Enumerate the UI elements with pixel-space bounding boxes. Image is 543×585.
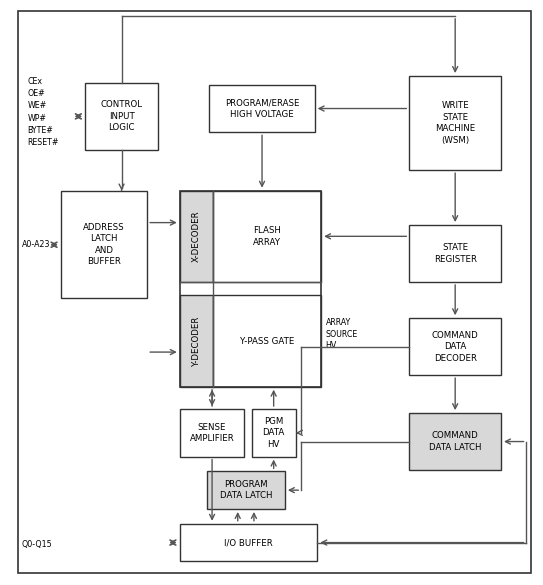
Text: CEx
OE#
WE#
WP#
BYTE#
RESET#: CEx OE# WE# WP# BYTE# RESET# [27, 77, 59, 147]
Bar [180, 191, 213, 282]
Bar [409, 76, 501, 170]
Bar [409, 318, 501, 375]
Bar [180, 524, 318, 562]
Text: Y-PASS GATE: Y-PASS GATE [240, 336, 294, 346]
Bar [207, 472, 285, 509]
Text: WRITE
STATE
MACHINE
(WSM): WRITE STATE MACHINE (WSM) [435, 101, 475, 144]
Text: X-DECODER: X-DECODER [192, 211, 201, 262]
Bar [409, 413, 501, 470]
Text: COMMAND
DATA
DECODER: COMMAND DATA DECODER [432, 331, 478, 363]
Bar [213, 191, 321, 282]
Text: CONTROL
INPUT
LOGIC: CONTROL INPUT LOGIC [100, 101, 143, 132]
Text: PROGRAM
DATA LATCH: PROGRAM DATA LATCH [219, 480, 272, 500]
Bar [180, 295, 213, 387]
Bar [180, 409, 244, 457]
Text: PGM
DATA
HV: PGM DATA HV [262, 417, 285, 449]
Text: STATE
REGISTER: STATE REGISTER [434, 243, 477, 264]
Text: A0-A23: A0-A23 [22, 240, 50, 249]
Text: ARRAY
SOURCE
HV: ARRAY SOURCE HV [325, 318, 358, 350]
Bar [409, 225, 501, 282]
Text: PROGRAM/ERASE
HIGH VOLTAGE: PROGRAM/ERASE HIGH VOLTAGE [225, 98, 299, 119]
Bar [85, 83, 158, 150]
Text: FLASH
ARRAY: FLASH ARRAY [253, 226, 281, 246]
Bar [213, 295, 321, 387]
Text: Y-DECODER: Y-DECODER [192, 316, 201, 366]
Bar [210, 85, 315, 132]
Text: SENSE
AMPLIFIER: SENSE AMPLIFIER [190, 422, 235, 443]
Text: I/O BUFFER: I/O BUFFER [224, 538, 273, 547]
Bar [180, 191, 321, 387]
Text: COMMAND
DATA LATCH: COMMAND DATA LATCH [429, 431, 482, 452]
Bar [251, 409, 296, 457]
Text: ADDRESS
LATCH
AND
BUFFER: ADDRESS LATCH AND BUFFER [83, 223, 125, 266]
Bar [61, 191, 147, 298]
Text: Q0-Q15: Q0-Q15 [22, 539, 53, 549]
